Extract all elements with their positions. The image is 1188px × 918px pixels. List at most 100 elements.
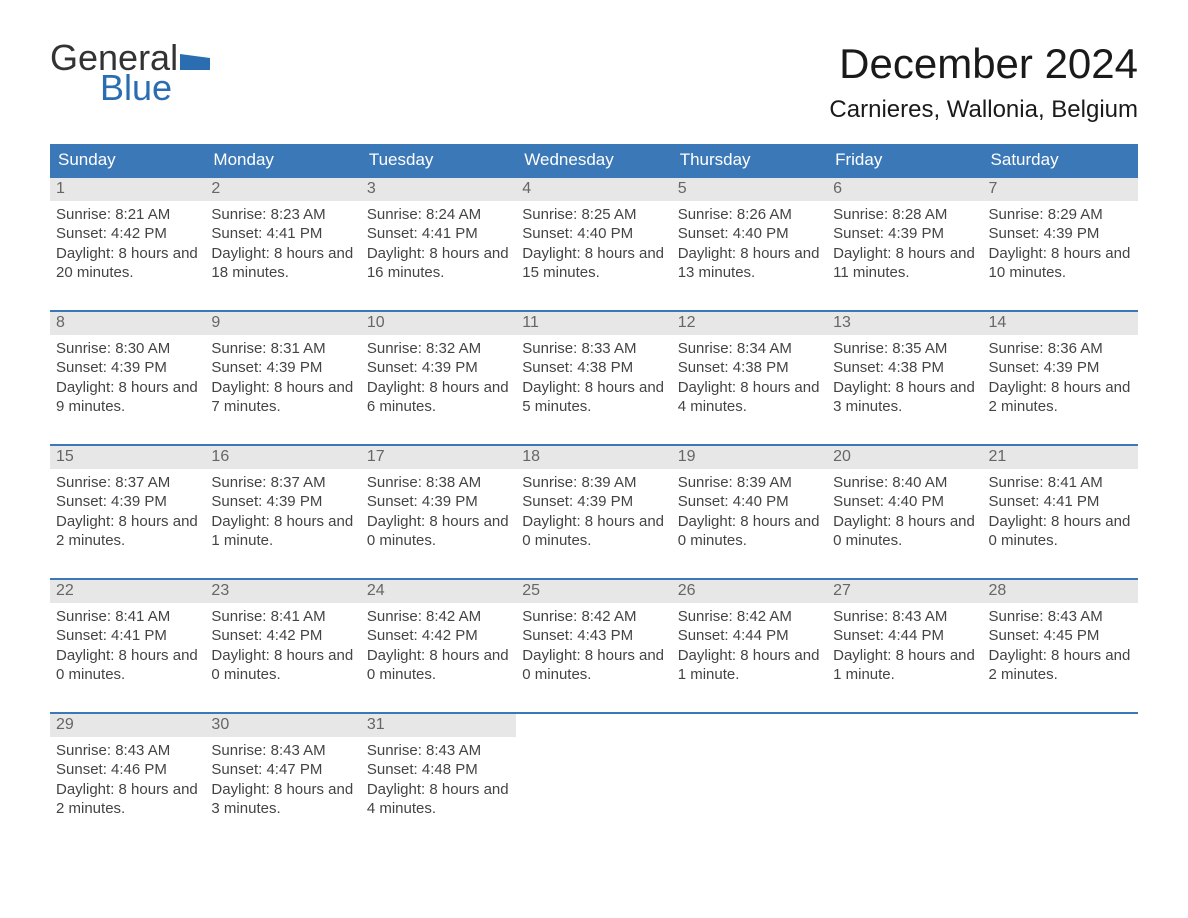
day-number: 20 (827, 446, 982, 469)
flag-icon (180, 50, 210, 70)
day-cell: 7Sunrise: 8:29 AMSunset: 4:39 PMDaylight… (983, 178, 1138, 298)
day-cell: 26Sunrise: 8:42 AMSunset: 4:44 PMDayligh… (672, 580, 827, 700)
day-body: Sunrise: 8:30 AMSunset: 4:39 PMDaylight:… (50, 335, 205, 423)
sunset-text: Sunset: 4:39 PM (989, 358, 1132, 378)
sunrise-text: Sunrise: 8:43 AM (56, 741, 199, 761)
day-number (672, 714, 827, 737)
sunset-text: Sunset: 4:39 PM (56, 358, 199, 378)
day-cell: 19Sunrise: 8:39 AMSunset: 4:40 PMDayligh… (672, 446, 827, 566)
header: General Blue December 2024 Carnieres, Wa… (50, 40, 1138, 124)
day-body: Sunrise: 8:42 AMSunset: 4:44 PMDaylight:… (672, 603, 827, 691)
daylight-text: Daylight: 8 hours and 2 minutes. (989, 378, 1132, 417)
day-number: 7 (983, 178, 1138, 201)
sunset-text: Sunset: 4:39 PM (833, 224, 976, 244)
daylight-text: Daylight: 8 hours and 0 minutes. (211, 646, 354, 685)
day-body: Sunrise: 8:38 AMSunset: 4:39 PMDaylight:… (361, 469, 516, 557)
day-cell: 2Sunrise: 8:23 AMSunset: 4:41 PMDaylight… (205, 178, 360, 298)
daylight-text: Daylight: 8 hours and 20 minutes. (56, 244, 199, 283)
daylight-text: Daylight: 8 hours and 0 minutes. (833, 512, 976, 551)
day-cell: 23Sunrise: 8:41 AMSunset: 4:42 PMDayligh… (205, 580, 360, 700)
day-body: Sunrise: 8:42 AMSunset: 4:42 PMDaylight:… (361, 603, 516, 691)
sunset-text: Sunset: 4:39 PM (367, 492, 510, 512)
day-cell: 3Sunrise: 8:24 AMSunset: 4:41 PMDaylight… (361, 178, 516, 298)
sunrise-text: Sunrise: 8:37 AM (56, 473, 199, 493)
day-number (516, 714, 671, 737)
day-body: Sunrise: 8:43 AMSunset: 4:44 PMDaylight:… (827, 603, 982, 691)
daylight-text: Daylight: 8 hours and 0 minutes. (989, 512, 1132, 551)
day-number: 5 (672, 178, 827, 201)
day-number: 15 (50, 446, 205, 469)
sunset-text: Sunset: 4:40 PM (522, 224, 665, 244)
day-number: 4 (516, 178, 671, 201)
day-cell: 24Sunrise: 8:42 AMSunset: 4:42 PMDayligh… (361, 580, 516, 700)
day-number: 18 (516, 446, 671, 469)
day-number: 19 (672, 446, 827, 469)
daylight-text: Daylight: 8 hours and 13 minutes. (678, 244, 821, 283)
day-number: 17 (361, 446, 516, 469)
day-cell: 27Sunrise: 8:43 AMSunset: 4:44 PMDayligh… (827, 580, 982, 700)
month-title: December 2024 (829, 40, 1138, 88)
day-body: Sunrise: 8:37 AMSunset: 4:39 PMDaylight:… (50, 469, 205, 557)
sunset-text: Sunset: 4:45 PM (989, 626, 1132, 646)
sunrise-text: Sunrise: 8:24 AM (367, 205, 510, 225)
daylight-text: Daylight: 8 hours and 11 minutes. (833, 244, 976, 283)
day-cell: 4Sunrise: 8:25 AMSunset: 4:40 PMDaylight… (516, 178, 671, 298)
sunset-text: Sunset: 4:43 PM (522, 626, 665, 646)
day-body: Sunrise: 8:41 AMSunset: 4:41 PMDaylight:… (983, 469, 1138, 557)
day-body: Sunrise: 8:24 AMSunset: 4:41 PMDaylight:… (361, 201, 516, 289)
sunset-text: Sunset: 4:44 PM (833, 626, 976, 646)
sunrise-text: Sunrise: 8:41 AM (211, 607, 354, 627)
daylight-text: Daylight: 8 hours and 4 minutes. (678, 378, 821, 417)
sunrise-text: Sunrise: 8:43 AM (989, 607, 1132, 627)
sunrise-text: Sunrise: 8:38 AM (367, 473, 510, 493)
day-body: Sunrise: 8:40 AMSunset: 4:40 PMDaylight:… (827, 469, 982, 557)
dow-cell: Wednesday (516, 144, 671, 176)
day-cell: 8Sunrise: 8:30 AMSunset: 4:39 PMDaylight… (50, 312, 205, 432)
day-number: 25 (516, 580, 671, 603)
day-number: 3 (361, 178, 516, 201)
day-cell (983, 714, 1138, 834)
sunrise-text: Sunrise: 8:41 AM (56, 607, 199, 627)
day-cell: 31Sunrise: 8:43 AMSunset: 4:48 PMDayligh… (361, 714, 516, 834)
logo: General Blue (50, 40, 210, 106)
day-cell: 25Sunrise: 8:42 AMSunset: 4:43 PMDayligh… (516, 580, 671, 700)
week-row: 22Sunrise: 8:41 AMSunset: 4:41 PMDayligh… (50, 578, 1138, 700)
sunset-text: Sunset: 4:39 PM (211, 492, 354, 512)
day-number: 24 (361, 580, 516, 603)
day-body: Sunrise: 8:31 AMSunset: 4:39 PMDaylight:… (205, 335, 360, 423)
dow-cell: Sunday (50, 144, 205, 176)
sunset-text: Sunset: 4:39 PM (211, 358, 354, 378)
week-row: 15Sunrise: 8:37 AMSunset: 4:39 PMDayligh… (50, 444, 1138, 566)
day-number: 2 (205, 178, 360, 201)
day-cell: 1Sunrise: 8:21 AMSunset: 4:42 PMDaylight… (50, 178, 205, 298)
day-body: Sunrise: 8:29 AMSunset: 4:39 PMDaylight:… (983, 201, 1138, 289)
sunrise-text: Sunrise: 8:41 AM (989, 473, 1132, 493)
sunrise-text: Sunrise: 8:21 AM (56, 205, 199, 225)
day-body: Sunrise: 8:43 AMSunset: 4:46 PMDaylight:… (50, 737, 205, 825)
sunrise-text: Sunrise: 8:43 AM (367, 741, 510, 761)
day-cell: 5Sunrise: 8:26 AMSunset: 4:40 PMDaylight… (672, 178, 827, 298)
daylight-text: Daylight: 8 hours and 3 minutes. (833, 378, 976, 417)
sunset-text: Sunset: 4:42 PM (211, 626, 354, 646)
sunset-text: Sunset: 4:41 PM (989, 492, 1132, 512)
day-cell: 6Sunrise: 8:28 AMSunset: 4:39 PMDaylight… (827, 178, 982, 298)
day-body: Sunrise: 8:35 AMSunset: 4:38 PMDaylight:… (827, 335, 982, 423)
dow-cell: Saturday (983, 144, 1138, 176)
sunrise-text: Sunrise: 8:42 AM (678, 607, 821, 627)
sunrise-text: Sunrise: 8:42 AM (522, 607, 665, 627)
day-cell: 15Sunrise: 8:37 AMSunset: 4:39 PMDayligh… (50, 446, 205, 566)
day-body: Sunrise: 8:36 AMSunset: 4:39 PMDaylight:… (983, 335, 1138, 423)
sunset-text: Sunset: 4:38 PM (678, 358, 821, 378)
day-body: Sunrise: 8:42 AMSunset: 4:43 PMDaylight:… (516, 603, 671, 691)
sunset-text: Sunset: 4:38 PM (522, 358, 665, 378)
sunset-text: Sunset: 4:40 PM (833, 492, 976, 512)
day-body: Sunrise: 8:21 AMSunset: 4:42 PMDaylight:… (50, 201, 205, 289)
daylight-text: Daylight: 8 hours and 2 minutes. (56, 512, 199, 551)
week-row: 1Sunrise: 8:21 AMSunset: 4:42 PMDaylight… (50, 176, 1138, 298)
day-body: Sunrise: 8:43 AMSunset: 4:48 PMDaylight:… (361, 737, 516, 825)
day-cell: 18Sunrise: 8:39 AMSunset: 4:39 PMDayligh… (516, 446, 671, 566)
day-number: 11 (516, 312, 671, 335)
sunset-text: Sunset: 4:48 PM (367, 760, 510, 780)
day-cell: 21Sunrise: 8:41 AMSunset: 4:41 PMDayligh… (983, 446, 1138, 566)
daylight-text: Daylight: 8 hours and 6 minutes. (367, 378, 510, 417)
